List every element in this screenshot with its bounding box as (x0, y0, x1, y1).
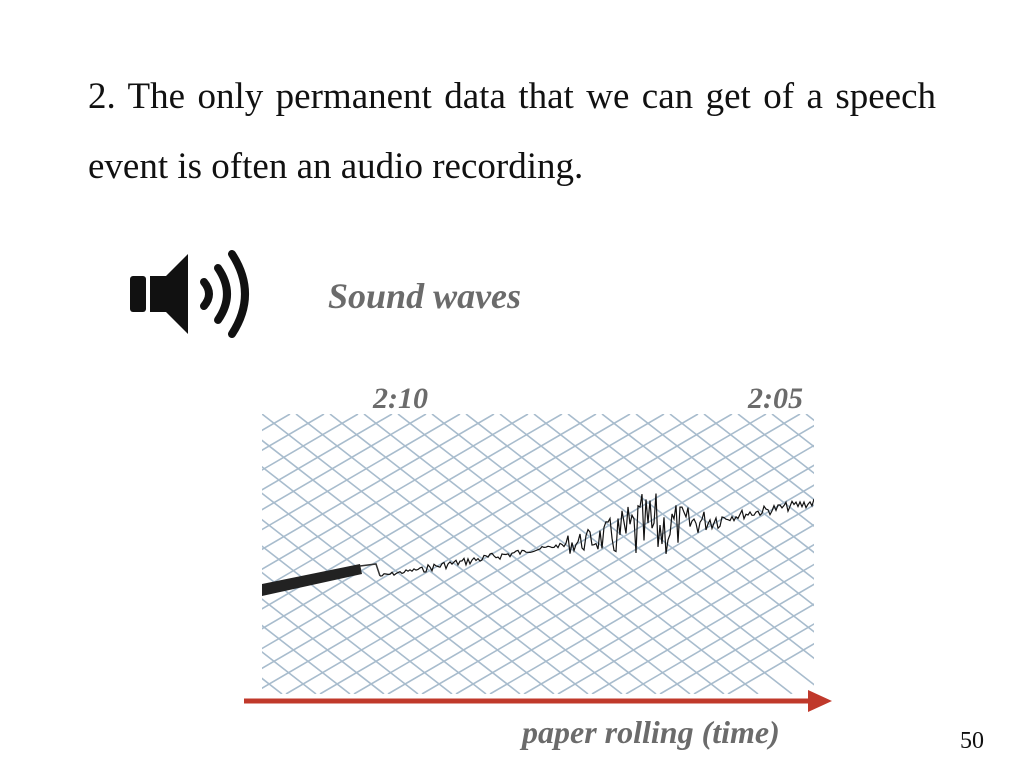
seismograph-image (262, 414, 814, 694)
speaker-volume-icon (130, 250, 249, 338)
paper-rolling-label: paper rolling (time) (522, 714, 780, 750)
arrow-right-icon (244, 690, 832, 712)
page-number: 50 (960, 728, 984, 754)
time-label-left: 2:10 (373, 382, 428, 415)
time-label-right: 2:05 (748, 382, 803, 415)
sound-waves-label: Sound waves (328, 276, 522, 316)
slide-paragraph: 2. The only permanent data that we can g… (88, 76, 936, 187)
